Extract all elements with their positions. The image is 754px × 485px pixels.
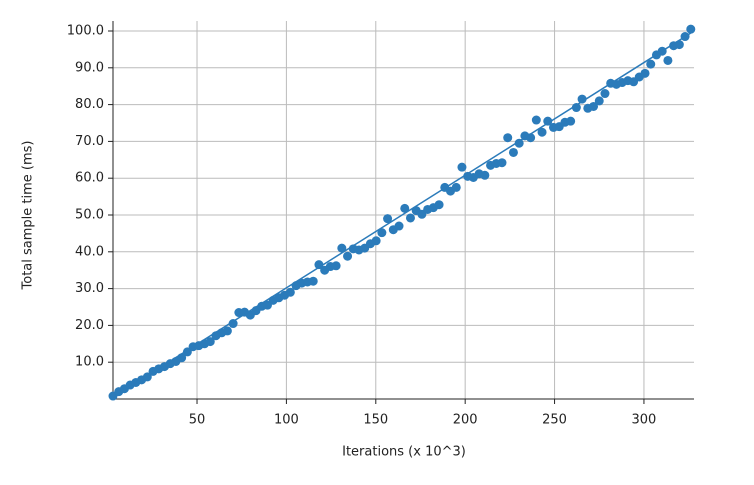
- x-axis-label: Iterations (x 10^3): [342, 445, 466, 460]
- y-axis-label: Total sample time (ms): [21, 141, 36, 291]
- point: [371, 236, 381, 246]
- point: [594, 96, 604, 106]
- point: [508, 147, 518, 157]
- x-tick-label: 250: [542, 413, 567, 428]
- y-tick-label: 40.0: [75, 244, 104, 259]
- y-tick-label: 20.0: [75, 318, 104, 333]
- point: [343, 251, 353, 261]
- point: [228, 319, 238, 329]
- point: [314, 260, 324, 270]
- point: [394, 221, 404, 231]
- y-tick-label: 70.0: [75, 134, 104, 149]
- x-tick-label: 150: [363, 413, 388, 428]
- point: [480, 170, 490, 180]
- x-tick-label: 200: [453, 413, 478, 428]
- point: [405, 213, 415, 223]
- fit-line: [112, 30, 695, 398]
- point: [566, 116, 576, 126]
- point: [600, 89, 610, 99]
- point: [589, 101, 599, 111]
- point: [646, 59, 656, 69]
- point: [377, 228, 387, 238]
- y-tick-label: 100.0: [67, 24, 104, 39]
- point: [543, 116, 553, 126]
- point: [205, 337, 215, 347]
- point: [337, 243, 347, 253]
- point: [400, 203, 410, 213]
- point: [537, 127, 547, 137]
- point: [571, 103, 581, 113]
- point: [451, 182, 461, 192]
- point: [514, 138, 524, 148]
- point: [497, 158, 507, 168]
- point: [503, 133, 513, 143]
- point: [222, 326, 232, 336]
- point: [531, 115, 541, 125]
- point: [331, 261, 341, 271]
- point: [663, 55, 673, 65]
- y-tick-label: 80.0: [75, 97, 104, 112]
- y-tick-label: 90.0: [75, 60, 104, 75]
- x-tick-label: 50: [189, 413, 206, 428]
- y-tick-label: 60.0: [75, 171, 104, 186]
- point: [285, 287, 295, 297]
- y-tick-label: 30.0: [75, 281, 104, 296]
- point: [457, 162, 467, 172]
- point: [577, 94, 587, 104]
- point: [640, 68, 650, 78]
- point: [434, 200, 444, 210]
- point: [383, 214, 393, 224]
- y-tick-label: 10.0: [75, 355, 104, 370]
- y-tick-label: 50.0: [75, 208, 104, 223]
- point: [308, 276, 318, 286]
- x-tick-label: 100: [274, 413, 299, 428]
- x-tick-label: 300: [632, 413, 657, 428]
